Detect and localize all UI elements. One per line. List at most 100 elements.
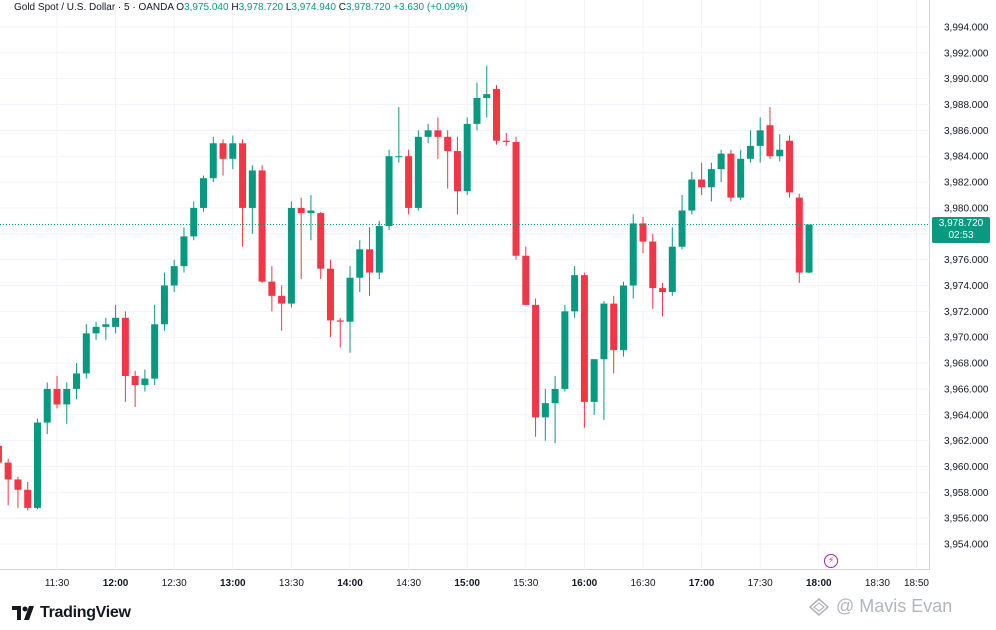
candle-body[interactable] — [532, 304, 540, 418]
tradingview-logo[interactable]: TradingView — [12, 604, 131, 622]
candle-body[interactable] — [287, 207, 295, 304]
lightning-icon[interactable]: ⚡ — [824, 554, 838, 568]
candle-body[interactable] — [43, 388, 51, 423]
candle-body[interactable] — [356, 249, 364, 278]
candle-body[interactable] — [326, 268, 334, 321]
candle-body[interactable] — [336, 320, 344, 322]
candle-body[interactable] — [151, 324, 159, 379]
candle-body[interactable] — [385, 156, 393, 227]
candle-body[interactable] — [659, 288, 667, 292]
candle-body[interactable] — [512, 141, 520, 256]
candle-body[interactable] — [727, 153, 735, 198]
x-tick-label: 18:00 — [806, 578, 832, 589]
bar-countdown: 02:53 — [948, 230, 974, 242]
candle-body[interactable] — [453, 151, 461, 192]
candle-body[interactable] — [219, 143, 227, 159]
candle-body[interactable] — [463, 123, 471, 192]
candle-body[interactable] — [639, 223, 647, 242]
candle-body[interactable] — [317, 213, 325, 269]
y-tick-label: 3,966.000 — [944, 384, 989, 395]
candle-body[interactable] — [141, 378, 149, 386]
candle-body[interactable] — [483, 94, 491, 99]
candle-body[interactable] — [102, 324, 110, 327]
x-tick-label: 15:00 — [454, 578, 480, 589]
candle-body[interactable] — [229, 143, 237, 159]
candle-body[interactable] — [688, 179, 696, 211]
candle-body[interactable] — [170, 266, 178, 286]
candle-body[interactable] — [248, 170, 256, 208]
candle-body[interactable] — [571, 275, 579, 312]
candle-body[interactable] — [0, 445, 2, 463]
candle-body[interactable] — [200, 178, 207, 208]
candle-body[interactable] — [473, 98, 481, 124]
candle-body[interactable] — [493, 88, 500, 141]
candle-body[interactable] — [776, 149, 784, 157]
candle-body[interactable] — [307, 210, 315, 214]
candle-body[interactable] — [717, 153, 725, 170]
candle-body[interactable] — [190, 207, 198, 237]
candle-body[interactable] — [619, 285, 627, 351]
candle-body[interactable] — [346, 277, 354, 322]
candle-body[interactable] — [668, 246, 676, 292]
candle-body[interactable] — [756, 130, 764, 146]
candle-body[interactable] — [395, 156, 403, 158]
candle-body[interactable] — [629, 223, 637, 286]
candle-body[interactable] — [53, 388, 61, 405]
candle-body[interactable] — [444, 136, 452, 152]
candle-body[interactable] — [180, 236, 188, 267]
open-value: 3,975.040 — [184, 2, 229, 13]
candle-body[interactable] — [600, 303, 608, 360]
candle-body[interactable] — [366, 249, 374, 273]
candle-body[interactable] — [786, 140, 793, 193]
x-tick-label: 12:00 — [103, 578, 129, 589]
candle-body[interactable] — [4, 462, 12, 480]
candle-body[interactable] — [24, 489, 32, 508]
candle-body[interactable] — [209, 143, 217, 179]
candle-body[interactable] — [649, 241, 657, 289]
candle-body[interactable] — [405, 156, 413, 208]
candle-body[interactable] — [73, 373, 81, 389]
candle-body[interactable] — [424, 130, 432, 137]
candle-body[interactable] — [121, 317, 129, 376]
candle-body[interactable] — [580, 275, 588, 402]
candle-body[interactable] — [805, 224, 813, 273]
candle-body[interactable] — [561, 311, 569, 389]
candle-body[interactable] — [795, 197, 803, 273]
candle-body[interactable] — [278, 295, 286, 304]
candle-body[interactable] — [707, 169, 715, 188]
candlestick-chart[interactable]: 3,954.000 3,956.000 3,958.000 3,960.000 3,96… — [0, 0, 996, 600]
candle-body[interactable] — [63, 388, 71, 405]
y-tick-label: 3,968.000 — [944, 359, 989, 370]
candle-body[interactable] — [737, 158, 745, 198]
candle-body[interactable] — [297, 207, 305, 214]
candle-body[interactable] — [502, 140, 510, 142]
candle-body[interactable] — [766, 125, 774, 157]
y-tick-label: 3,954.000 — [944, 540, 989, 551]
candle-body[interactable] — [610, 303, 618, 351]
candle-body[interactable] — [522, 255, 530, 305]
candle-body[interactable] — [239, 143, 247, 208]
candle-body[interactable] — [160, 285, 168, 325]
y-tick-label: 3,956.000 — [944, 514, 989, 525]
candle-body[interactable] — [258, 170, 266, 282]
candle-body[interactable] — [746, 145, 754, 159]
candle-body[interactable] — [375, 226, 383, 273]
candle-body[interactable] — [92, 326, 100, 334]
candle-body[interactable] — [698, 179, 706, 188]
candle-body[interactable] — [131, 376, 139, 386]
candle-body[interactable] — [82, 333, 90, 374]
candle-body[interactable] — [434, 130, 442, 137]
candle-body[interactable] — [551, 388, 559, 404]
watermark: @ Mavis Evan — [808, 596, 952, 617]
candle-body[interactable] — [590, 359, 598, 402]
candle-body[interactable] — [14, 479, 22, 490]
x-tick-label: 11:30 — [45, 578, 70, 589]
candle-body[interactable] — [414, 136, 422, 208]
candle-body[interactable] — [112, 317, 120, 327]
candle-body[interactable] — [541, 403, 549, 418]
x-tick-label: 14:00 — [337, 578, 363, 589]
candle-body[interactable] — [33, 422, 41, 508]
candle-body[interactable] — [268, 281, 276, 296]
candle-body[interactable] — [678, 210, 686, 247]
y-tick-label: 3,964.000 — [944, 410, 989, 421]
